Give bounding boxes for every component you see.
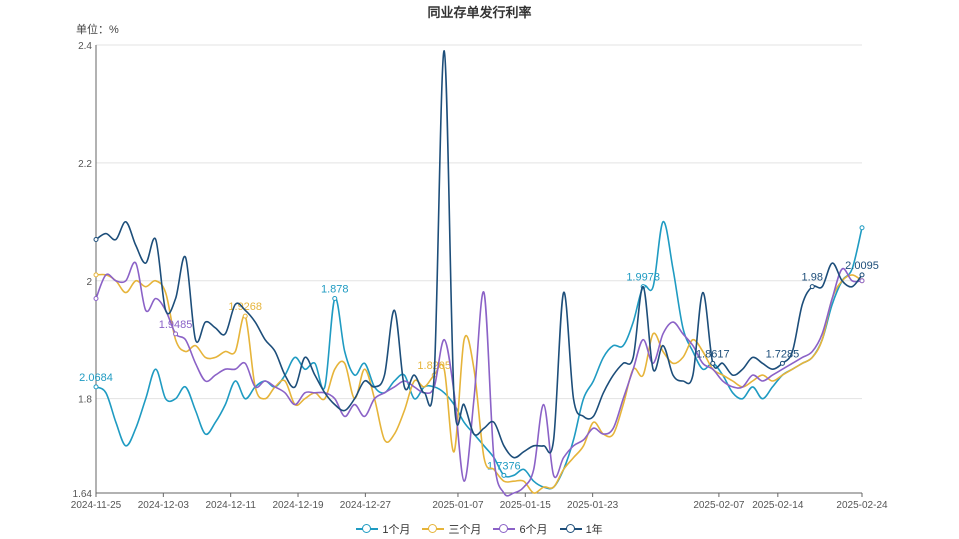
x-tick-label: 2025-01-23: [567, 500, 619, 511]
labeled-point: [501, 472, 507, 478]
series-line-3: [95, 261, 863, 497]
data-label: 1.8617: [696, 348, 730, 360]
legend-swatch: [356, 523, 379, 535]
legend-label: 1年: [585, 524, 603, 536]
y-tick-label: 2.4: [78, 41, 92, 52]
data-label: 1.878: [321, 283, 349, 295]
y-tick-label: 2: [86, 277, 92, 288]
labeled-point: [779, 360, 785, 366]
x-tick-label: 2025-01-07: [432, 500, 484, 511]
labeled-point: [332, 295, 338, 301]
legend-label: 6个月: [519, 524, 548, 536]
x-tick-label: 2025-02-07: [693, 500, 745, 511]
y-tick-label: 1.8: [78, 395, 92, 406]
labeled-point: [173, 331, 179, 337]
x-tick-label: 2024-11-25: [71, 500, 122, 511]
labeled-point: [710, 360, 716, 366]
x-tick-label: 2024-12-27: [340, 500, 392, 511]
series-point: [859, 278, 865, 284]
x-tick-label: 2025-01-15: [500, 500, 552, 511]
legend: 1个月 三个月 6个月 1年: [0, 521, 959, 538]
data-label: 2.0684: [79, 372, 113, 384]
series-line-1: [95, 220, 863, 490]
series-point: [93, 295, 99, 301]
chart-title: 同业存单发行利率: [427, 5, 532, 20]
data-label: 2.0095: [845, 260, 879, 272]
legend-item-1[interactable]: 1个月: [356, 521, 410, 537]
y-axis-unit-label: 单位：%: [76, 24, 119, 36]
x-tick-label: 2024-12-11: [205, 500, 256, 511]
legend-swatch: [422, 523, 445, 535]
series-point: [93, 272, 99, 278]
y-tick-label: 1.64: [73, 489, 93, 500]
labeled-point: [809, 284, 815, 290]
legend-swatch: [559, 523, 582, 535]
labeled-point: [242, 313, 248, 319]
legend-swatch: [493, 523, 516, 535]
x-tick-label: 2024-12-19: [272, 500, 324, 511]
data-label: 1.7376: [487, 460, 521, 472]
legend-item-2[interactable]: 三个月: [422, 521, 481, 537]
series-point: [859, 225, 865, 231]
data-label: 1.9973: [626, 272, 660, 284]
y-tick-label: 2.2: [78, 159, 92, 170]
x-tick-label: 2024-12-03: [138, 500, 190, 511]
legend-item-3[interactable]: 6个月: [493, 521, 548, 537]
series-point: [859, 272, 865, 278]
data-label: 1.9485: [159, 319, 193, 331]
legend-label: 1个月: [382, 524, 411, 536]
series-line-4: [95, 50, 863, 459]
x-tick-label: 2025-02-14: [752, 500, 804, 511]
series-line-2: [95, 273, 863, 494]
series-point: [93, 384, 99, 390]
legend-label: 三个月: [448, 524, 482, 536]
series-point: [93, 237, 99, 243]
data-label: 1.98: [802, 272, 823, 284]
x-tick-label: 2025-02-24: [836, 500, 888, 511]
legend-item-4[interactable]: 1年: [559, 521, 603, 537]
data-label: 1.7285: [766, 348, 800, 360]
